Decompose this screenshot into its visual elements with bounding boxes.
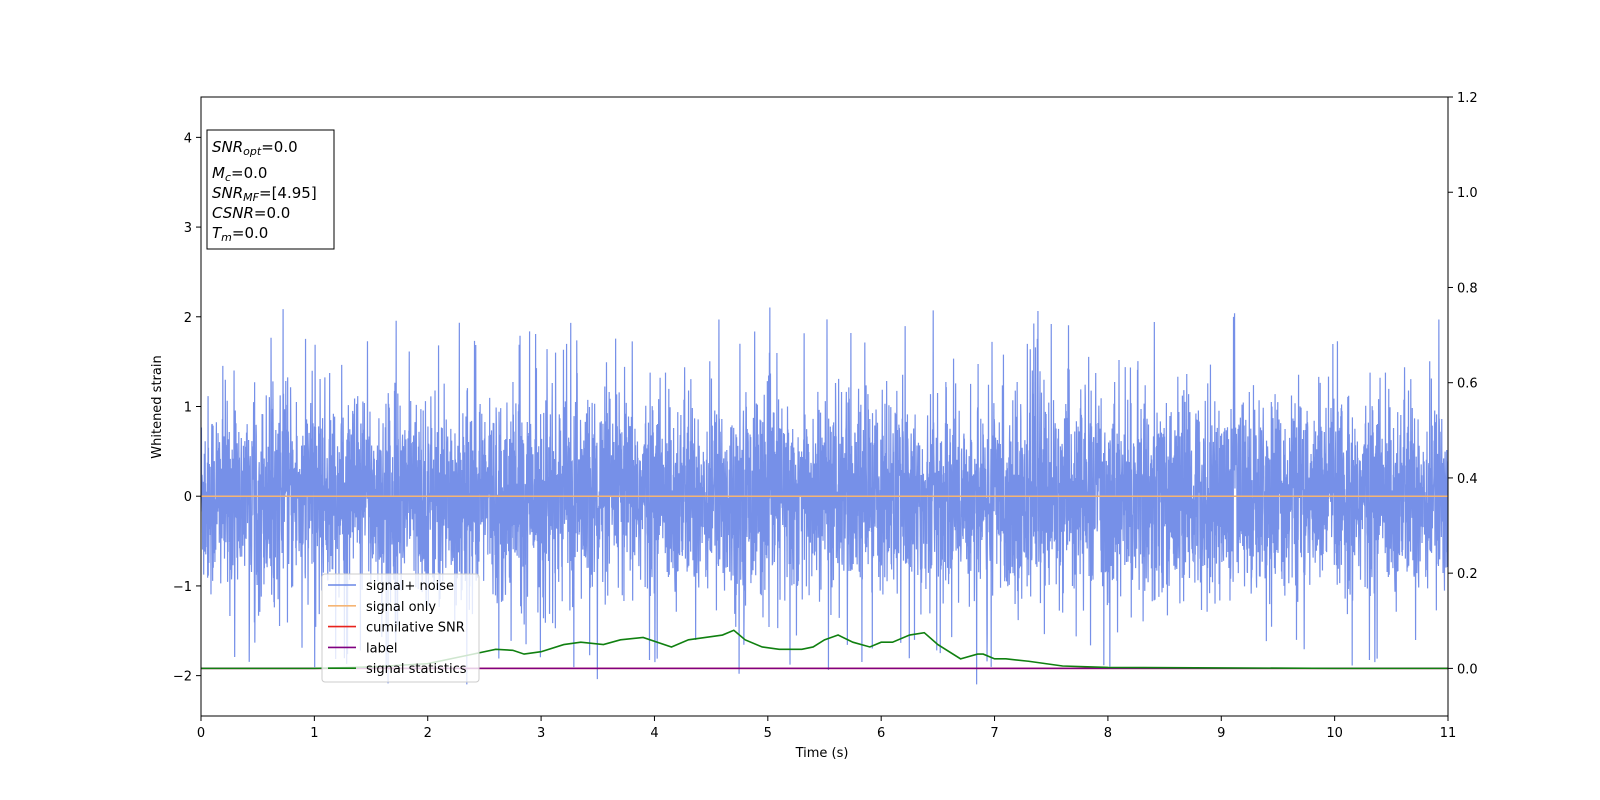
y-left-tick-label: −2 <box>173 670 192 685</box>
y-right-tick-label: 0.8 <box>1457 281 1478 296</box>
legend-label: signal statistics <box>366 662 467 677</box>
annotation-line: CSNR=0.0 <box>212 204 290 222</box>
axes: 0 1 2 3 4 5 6 7 8 9 10 11 −2 −1 0 1 2 3 4 0.0 0.2 0.4 0.6 0.8 1.… <box>173 91 1478 741</box>
legend-label: cumilative SNR <box>366 621 465 636</box>
x-tick-label: 0 <box>197 726 205 741</box>
x-tick-label: 4 <box>650 726 658 741</box>
x-tick-label: 3 <box>537 726 545 741</box>
x-tick-label: 6 <box>877 726 885 741</box>
y-left-tick-label: 4 <box>184 131 192 146</box>
y-axis-label: Whitened strain <box>150 355 165 458</box>
annotation-line: Mc=0.0 <box>212 164 267 184</box>
x-tick-label: 10 <box>1326 726 1343 741</box>
y-left-tick-label: 0 <box>184 490 192 505</box>
x-tick-label: 9 <box>1217 726 1225 741</box>
legend-frame <box>321 573 480 683</box>
annotation-line: SNRopt=0.0 <box>212 138 298 158</box>
x-tick-label: 2 <box>424 726 432 741</box>
series-signal-statistics <box>201 629 1448 670</box>
legend: signal+ noise signal only cumilative SNR la… <box>321 573 480 683</box>
annotation-frame <box>206 129 335 250</box>
y-right-tick-label: 0.2 <box>1457 567 1478 582</box>
y-right-tick-label: 0.6 <box>1457 377 1478 392</box>
y-right-tick-label: 0.4 <box>1457 472 1478 487</box>
x-tick-label: 7 <box>990 726 998 741</box>
legend-label: signal only <box>366 600 436 615</box>
y-right-tick-label: 1.2 <box>1457 91 1478 106</box>
y-left-tick-label: 1 <box>184 401 192 416</box>
x-tick-label: 11 <box>1440 726 1457 741</box>
x-tick-label: 8 <box>1104 726 1112 741</box>
x-axis-label: Time (s) <box>795 746 849 761</box>
legend-label: label <box>366 641 397 656</box>
y-right-tick-label: 1.0 <box>1457 186 1478 201</box>
series-signal-noise <box>201 307 1448 685</box>
annotation-line: Tm=0.0 <box>212 224 268 244</box>
x-tick-label: 1 <box>310 726 318 741</box>
y-right-tick-label: 0.0 <box>1457 662 1478 677</box>
y-left-tick-label: −1 <box>173 580 192 595</box>
x-tick-label: 5 <box>764 726 772 741</box>
y-left-tick-label: 3 <box>184 221 192 236</box>
y-left-tick-label: 2 <box>184 311 192 326</box>
annotation-line: SNRMF=[4.95] <box>212 184 317 204</box>
legend-label: signal+ noise <box>366 579 454 594</box>
